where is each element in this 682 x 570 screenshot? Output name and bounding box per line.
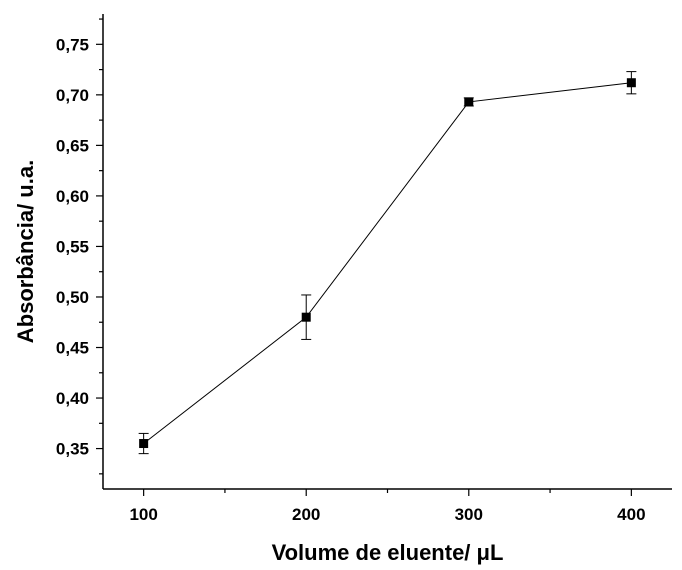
series-line: [143, 82, 632, 444]
axes: [102, 14, 672, 490]
y-axis-title: Absorbância/ u.a.: [13, 160, 38, 343]
y-tick-label: 0,50: [56, 288, 89, 307]
x-tick-label: 100: [129, 505, 157, 524]
x-tick-label: 300: [455, 505, 483, 524]
y-tick-label: 0,55: [56, 237, 89, 256]
data-point: [464, 97, 474, 107]
plot-area: [138, 71, 637, 455]
y-tick-label: 0,65: [56, 136, 89, 155]
x-axis-title: Volume de eluente/ μL: [272, 540, 504, 565]
y-tick-label: 0,60: [56, 187, 89, 206]
data-point: [301, 312, 311, 322]
data-point: [139, 439, 149, 449]
x-tick-label: 400: [617, 505, 645, 524]
y-ticks: 0,35 0,40 0,45 0,50 0,55 0,60 0,65 0,70 0,75: [56, 18, 103, 475]
y-tick-label: 0,70: [56, 86, 89, 105]
y-tick-label: 0,40: [56, 389, 89, 408]
data-point: [626, 78, 636, 88]
y-tick-label: 0,35: [56, 440, 89, 459]
y-tick-label: 0,75: [56, 35, 89, 54]
x-ticks: 100 200 300 400: [129, 489, 646, 524]
y-tick-label: 0,45: [56, 339, 89, 358]
x-tick-label: 200: [292, 505, 320, 524]
